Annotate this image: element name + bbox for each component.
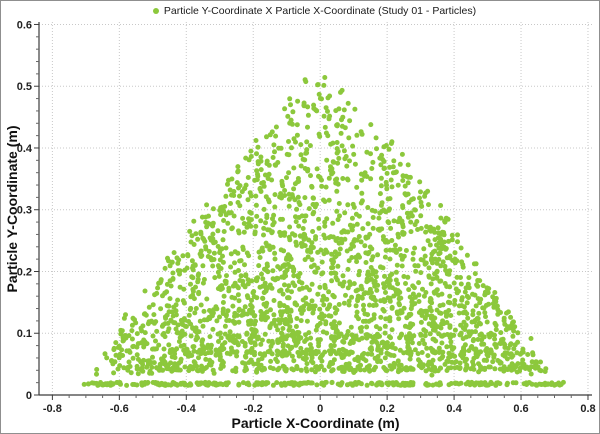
x-tick-label: 0.2 xyxy=(379,403,394,415)
x-axis-title: Particle X-Coordinate (m) xyxy=(231,415,400,431)
x-tick-label: -0.6 xyxy=(110,403,129,415)
y-tick-label: 0.4 xyxy=(17,143,33,155)
x-tick-label: -0.2 xyxy=(244,403,263,415)
scatter-points xyxy=(81,75,566,388)
y-tick-label: 0.1 xyxy=(17,328,32,340)
legend-marker-icon xyxy=(152,8,159,14)
y-tick-label: 0.5 xyxy=(17,81,32,93)
tick-marks xyxy=(34,23,589,400)
x-tick-label: 0.6 xyxy=(513,403,528,415)
y-tick-label: 0.2 xyxy=(17,266,32,278)
y-tick-label: 0 xyxy=(26,390,32,402)
legend-label: Particle Y-Coordinate X Particle X-Coord… xyxy=(163,5,477,17)
tick-labels: -0.8 -0.6 -0.4 -0.2 0 0.2 0.4 0.6 0.8 0 0.1 0.2 0.3 0… xyxy=(17,19,596,415)
x-tick-label: 0.8 xyxy=(580,403,595,415)
y-tick-label: 0.6 xyxy=(17,19,32,31)
y-tick-label: 0.3 xyxy=(17,205,32,217)
x-tick-label: 0 xyxy=(317,403,323,415)
x-tick-label: -0.8 xyxy=(43,403,62,415)
x-tick-label: -0.4 xyxy=(177,403,197,415)
y-axis-title: Particle Y-Coordinate (m) xyxy=(4,125,20,293)
x-tick-label: 0.4 xyxy=(446,403,462,415)
chart-legend: Particle Y-Coordinate X Particle X-Coord… xyxy=(39,2,590,20)
